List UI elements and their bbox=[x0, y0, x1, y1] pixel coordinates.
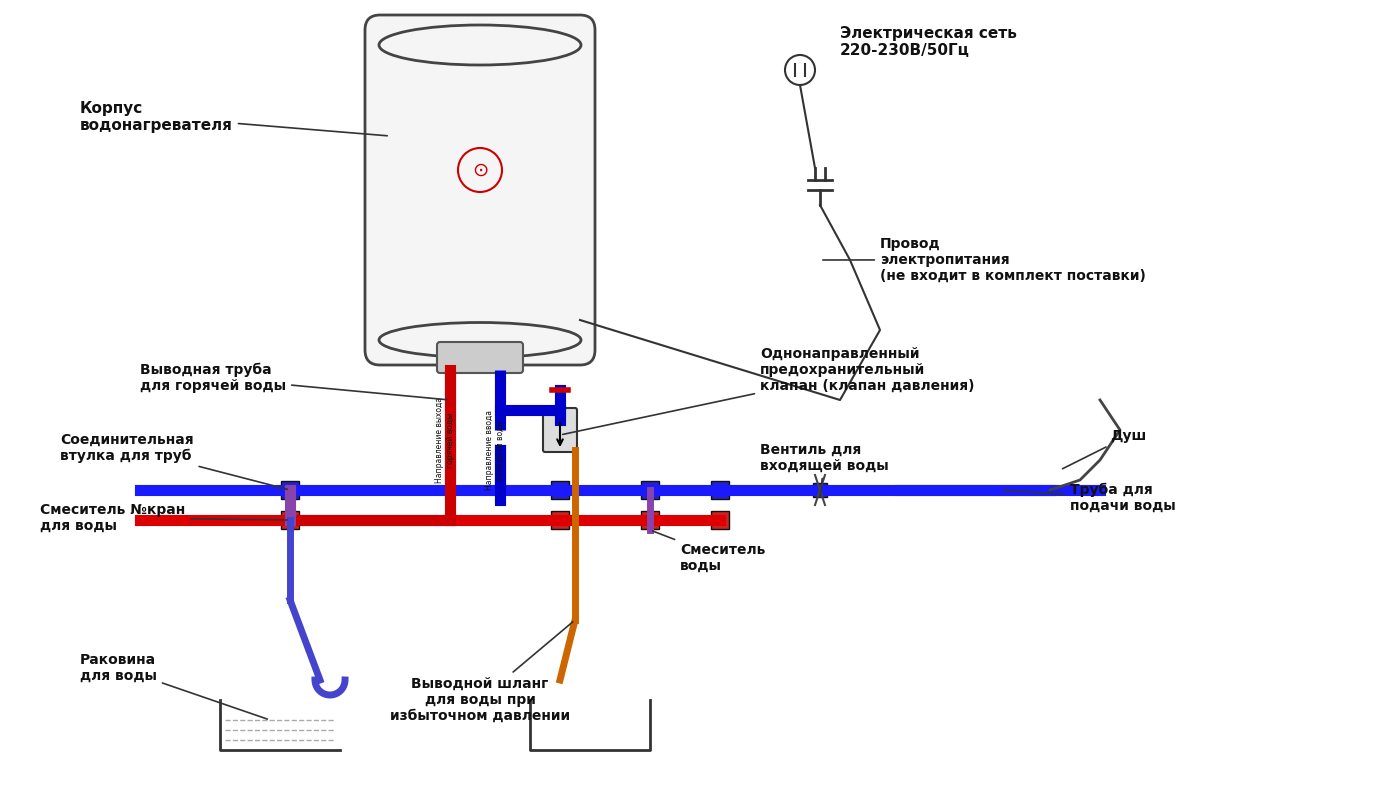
Text: Направление выхода
горячей воды: Направление выхода горячей воды bbox=[436, 397, 455, 483]
Text: Электрическая сеть
220-230В/50Гц: Электрическая сеть 220-230В/50Гц bbox=[840, 26, 1017, 58]
FancyBboxPatch shape bbox=[551, 481, 569, 499]
Text: Выводная труба
для горячей воды: Выводная труба для горячей воды bbox=[140, 362, 447, 400]
FancyBboxPatch shape bbox=[551, 511, 569, 529]
FancyBboxPatch shape bbox=[543, 408, 577, 452]
Text: Однонаправленный
предохранительный
клапан (клапан давления): Однонаправленный предохранительный клапа… bbox=[563, 346, 974, 434]
Text: Провод
электропитания
(не входит в комплект поставки): Провод электропитания (не входит в компл… bbox=[822, 237, 1146, 283]
Text: Труба для
подачи воды: Труба для подачи воды bbox=[1003, 482, 1176, 513]
FancyBboxPatch shape bbox=[437, 342, 523, 373]
Text: Смеситель
воды: Смеситель воды bbox=[653, 531, 765, 573]
Text: Смеситель №кран
для воды: Смеситель №кран для воды bbox=[40, 503, 288, 533]
Text: Выводной шланг
для воды при
избыточном давлении: Выводной шланг для воды при избыточном д… bbox=[390, 622, 573, 723]
FancyBboxPatch shape bbox=[281, 481, 299, 499]
FancyBboxPatch shape bbox=[711, 481, 729, 499]
Text: Корпус
водонагревателя: Корпус водонагревателя bbox=[80, 101, 388, 136]
Text: Направление ввода
холодной воды: Направление ввода холодной воды bbox=[486, 410, 505, 490]
Text: Душ: Душ bbox=[1063, 429, 1146, 469]
FancyBboxPatch shape bbox=[812, 483, 828, 497]
Ellipse shape bbox=[379, 25, 581, 65]
FancyBboxPatch shape bbox=[281, 511, 299, 529]
Text: Соединительная
втулка для труб: Соединительная втулка для труб bbox=[60, 433, 288, 490]
Text: Раковина
для воды: Раковина для воды bbox=[80, 653, 267, 719]
Ellipse shape bbox=[379, 322, 581, 358]
Text: ⊙: ⊙ bbox=[472, 161, 489, 179]
Text: Вентиль для
входящей воды: Вентиль для входящей воды bbox=[760, 443, 889, 498]
FancyBboxPatch shape bbox=[641, 511, 659, 529]
Circle shape bbox=[785, 55, 815, 85]
Circle shape bbox=[458, 148, 502, 192]
FancyBboxPatch shape bbox=[365, 15, 595, 365]
FancyBboxPatch shape bbox=[641, 481, 659, 499]
FancyBboxPatch shape bbox=[711, 511, 729, 529]
